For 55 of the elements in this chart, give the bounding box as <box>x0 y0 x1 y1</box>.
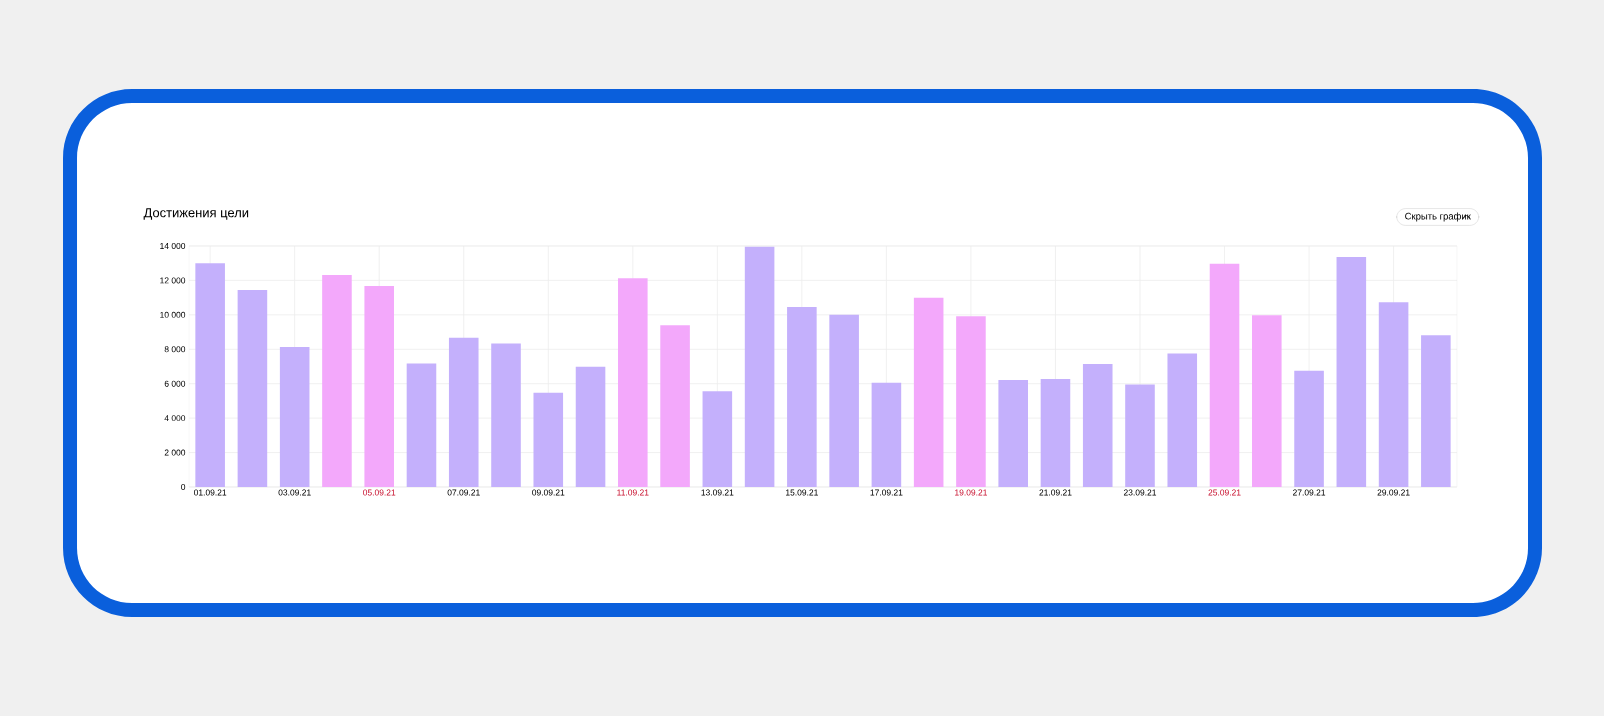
x-tick-label: 29.09.21 <box>1377 489 1410 496</box>
y-tick-label: 14 000 <box>160 242 186 249</box>
bar <box>322 275 352 487</box>
x-tick-label: 27.09.21 <box>1293 489 1326 496</box>
bar <box>1336 257 1367 487</box>
x-tick-label: 01.09.21 <box>194 489 227 496</box>
y-tick-label: 12 000 <box>160 277 186 284</box>
bar <box>364 286 395 487</box>
bar <box>406 363 437 487</box>
bar <box>1252 315 1282 487</box>
y-tick-label: 4 000 <box>164 415 186 422</box>
bar <box>575 366 606 487</box>
x-tick-label: 15.09.21 <box>786 489 818 496</box>
bar <box>871 382 902 487</box>
bar <box>1378 302 1409 487</box>
text: Скрыть график <box>1405 212 1471 222</box>
bar <box>1294 370 1324 487</box>
bar <box>660 325 690 487</box>
x-tick-label: 25.09.21 <box>1208 489 1241 496</box>
bar <box>1040 378 1071 487</box>
bar <box>1167 353 1198 487</box>
bar <box>956 316 986 487</box>
x-tick-label: 03.09.21 <box>278 489 311 496</box>
x-tick-label: 23.09.21 <box>1123 489 1157 496</box>
bar <box>744 246 775 487</box>
x-tick-label: 11.09.21 <box>617 489 649 496</box>
bar <box>1125 384 1155 487</box>
bar <box>829 314 859 487</box>
y-tick-label: 10 000 <box>160 311 186 318</box>
bar <box>787 306 817 487</box>
bar <box>533 392 564 487</box>
bar <box>702 391 733 487</box>
bar <box>195 263 225 487</box>
bar <box>1082 364 1113 487</box>
bar <box>1209 263 1240 487</box>
bar <box>237 289 268 487</box>
y-tick-label: 8 000 <box>164 346 186 353</box>
bar <box>913 297 944 487</box>
bar <box>491 343 521 487</box>
x-tick-label: 13.09.21 <box>701 489 734 496</box>
bar <box>998 379 1028 487</box>
bar <box>279 347 310 487</box>
chart-title: Достижения цели <box>143 208 249 220</box>
y-tick-label: 6 000 <box>164 380 186 387</box>
bar <box>1421 335 1451 487</box>
x-tick-label: 19.09.21 <box>955 489 987 496</box>
y-tick-label: 2 000 <box>164 449 186 456</box>
x-tick-label: 17.09.21 <box>870 489 903 496</box>
y-tick-label: 0 <box>181 483 186 490</box>
x-tick-label: 21.09.21 <box>1039 489 1072 496</box>
x-tick-label: 07.09.21 <box>447 489 480 496</box>
x-tick-label: 05.09.21 <box>363 489 396 496</box>
x-tick-label: 09.09.21 <box>532 489 565 496</box>
bar <box>618 278 648 487</box>
bar <box>448 337 479 487</box>
